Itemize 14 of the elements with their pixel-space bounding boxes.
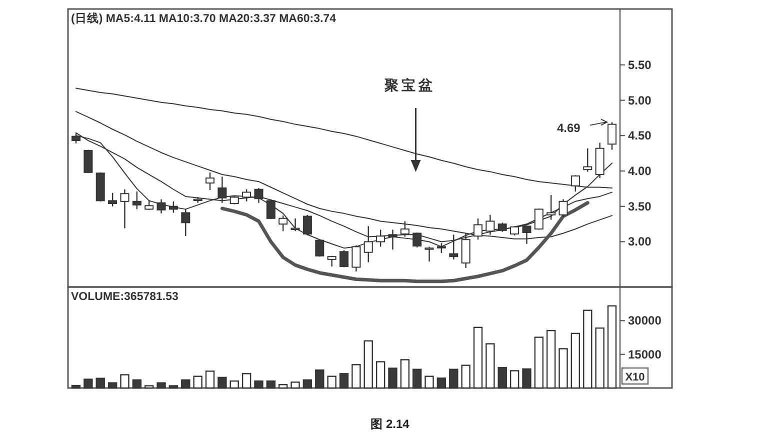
- annotation: 聚宝盆: [384, 77, 436, 93]
- chart-title: VOLUME:365781.53: [71, 291, 178, 303]
- y-tick-label: 5.00: [628, 93, 652, 108]
- y-tick-label: 30000: [628, 314, 662, 328]
- chart-title: (日线) MA5:4.11 MA10:3.70 MA20:3.37 MA60:3.74: [71, 11, 337, 25]
- y-tick-label: 4.00: [628, 164, 652, 178]
- y-tick-label: 5.50: [628, 58, 652, 72]
- y-tick-label: 3.50: [628, 199, 652, 214]
- y-tick-label: 15000: [628, 347, 662, 362]
- caption: 图 2.14: [370, 417, 410, 431]
- y-tick-label: 4.50: [628, 128, 652, 143]
- annotation: 4.69: [557, 121, 581, 136]
- y-tick-label: 3.00: [628, 234, 652, 249]
- text: X10: [625, 372, 645, 384]
